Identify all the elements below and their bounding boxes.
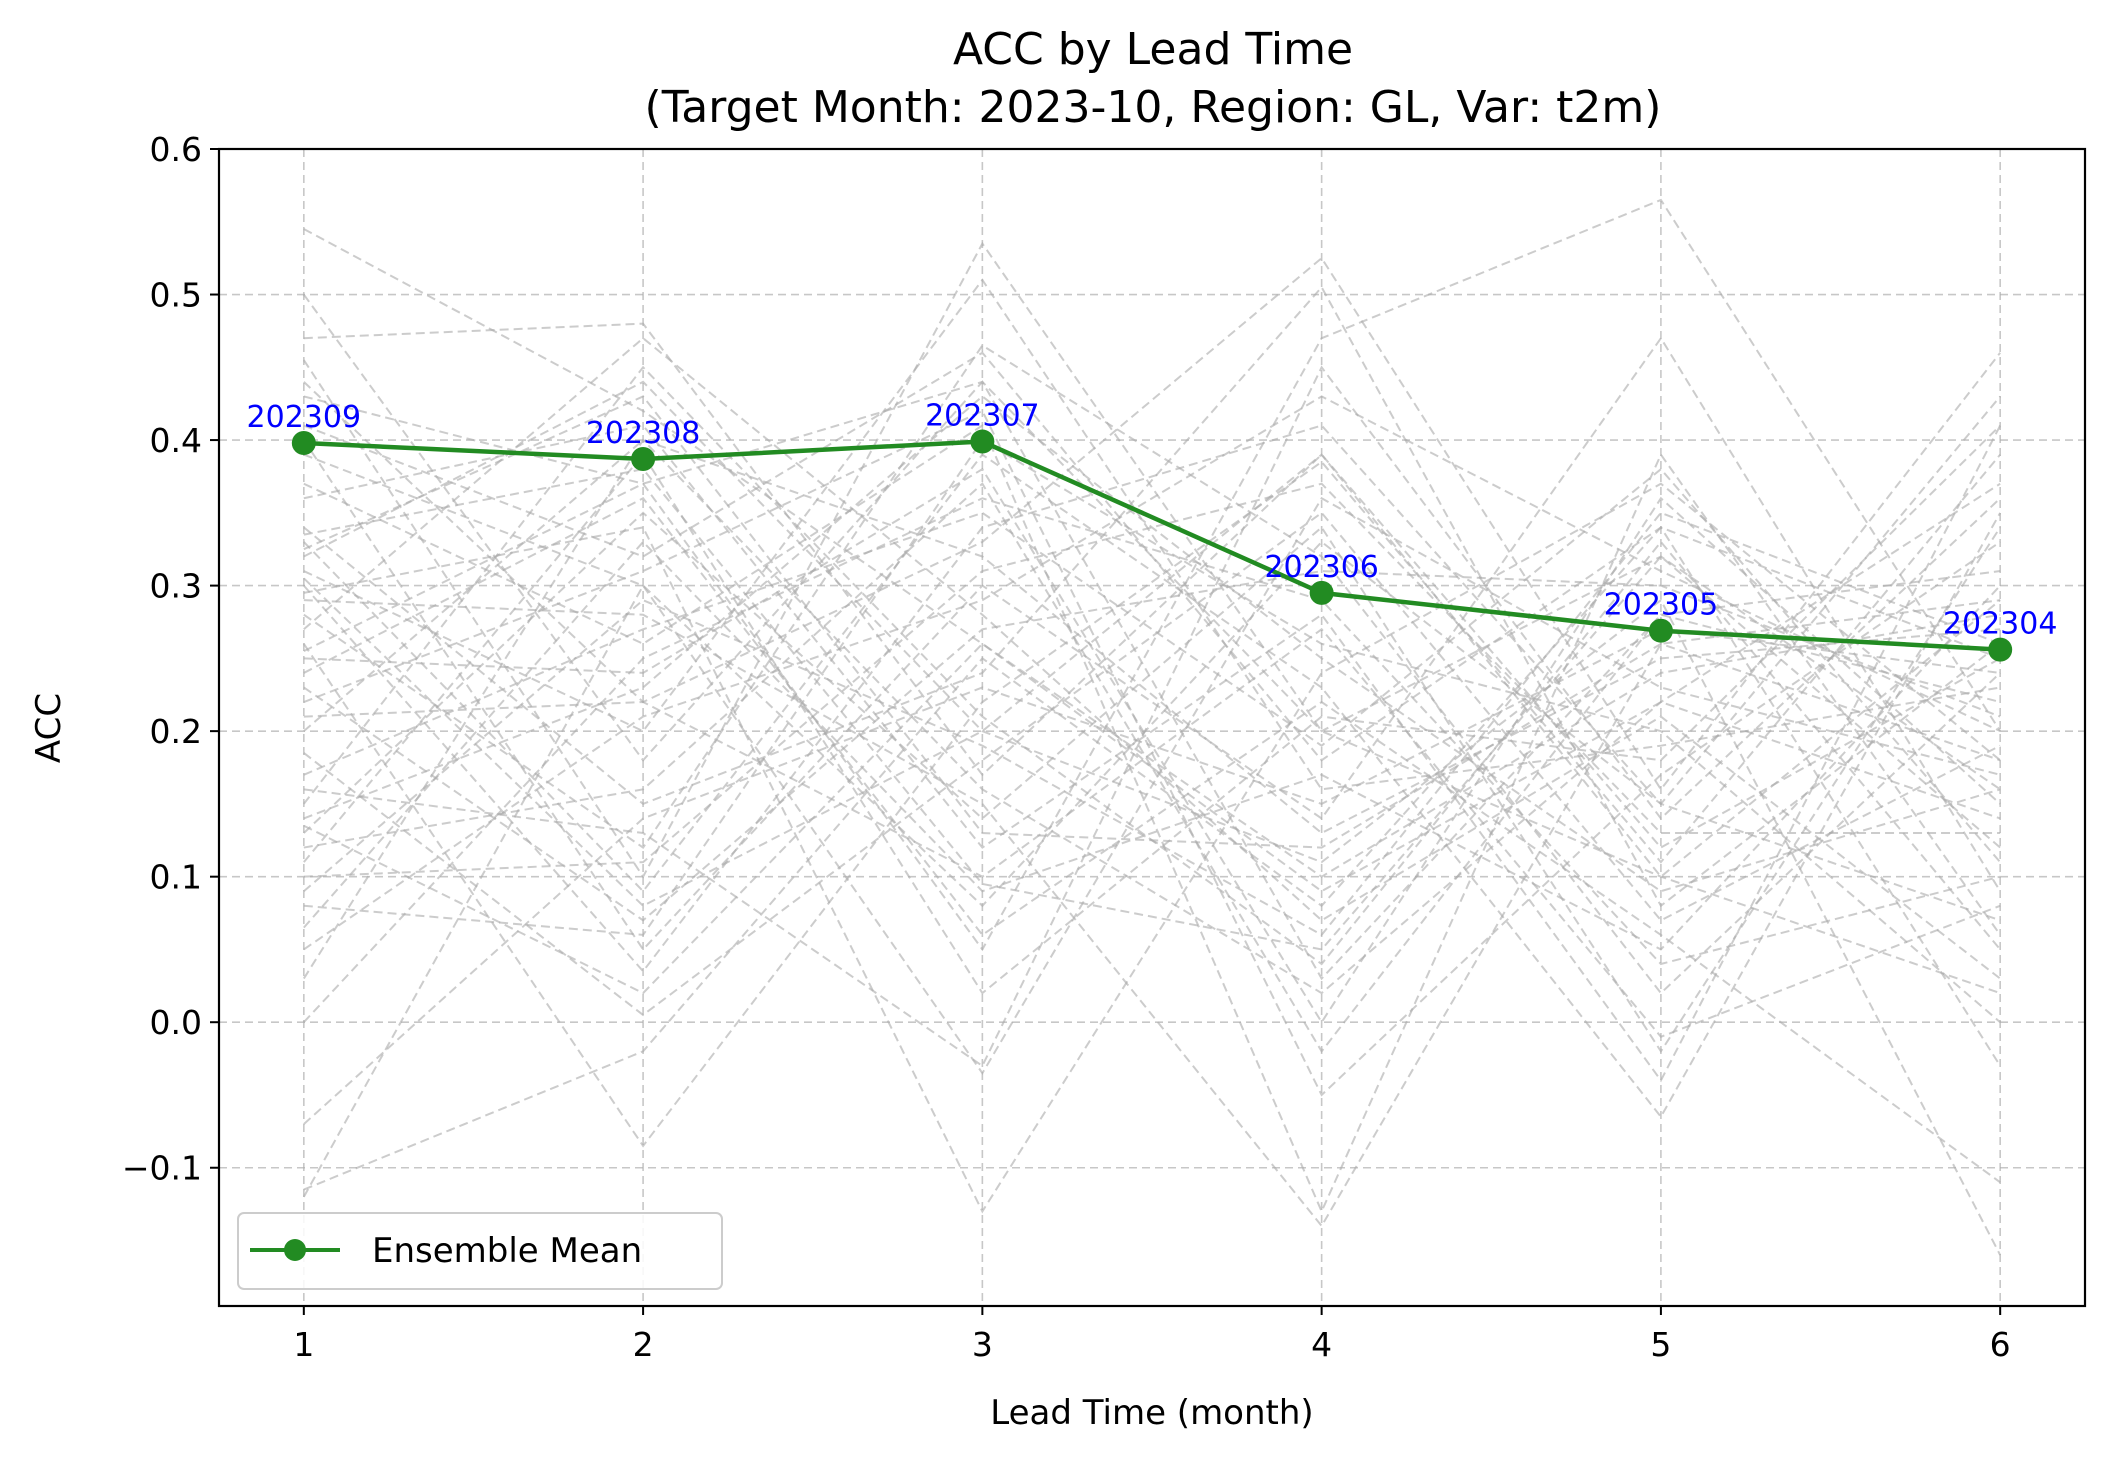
member-line [302,241,2001,995]
point-labels: 202309 202308 202307 202306 202305 202304 [247,399,2058,642]
ensemble-mean-line [303,439,2001,652]
ensemble-mean-point [1988,637,2013,662]
member-line [303,395,2001,951]
member-line [303,526,2001,1191]
member-line [302,438,2001,995]
y-tick-label: 0.5 [150,276,202,315]
x-tick-label: 4 [1311,1325,1332,1364]
member-line [303,424,2002,1083]
legend-box [237,1212,723,1290]
member-line [303,344,2001,995]
legend: Ensemble Mean [237,1212,723,1290]
y-tick-label: 0.3 [150,567,202,606]
x-tick-label: 3 [972,1325,993,1364]
y-axis-label: ACC [29,693,69,763]
member-line [303,613,2001,995]
member-line [303,438,2001,835]
legend-marker-swatch [284,1239,306,1261]
ensemble-mean-series [291,429,2013,662]
ensemble-mean-point [970,429,995,454]
member-line [303,453,2001,907]
member-line [303,627,2001,1038]
member-line [303,336,2001,980]
y-tick-label: 0.2 [150,712,202,751]
member-line [303,482,2001,878]
member-line [303,453,2001,1075]
chart-title: ACC by Lead Time [953,24,1353,75]
x-tick-label: 1 [293,1325,314,1364]
plot-frame [217,147,2087,1308]
member-line [303,380,2002,1256]
member-line [303,540,2001,951]
member-line [303,365,2001,1068]
member-line [303,453,2002,1119]
point-label: 202304 [1943,607,2058,642]
member-line [303,438,2001,1023]
member-line [303,351,2002,1067]
member-line [303,599,2001,1228]
point-label: 202308 [586,416,701,451]
member-line [303,198,2002,952]
member-line [302,453,2001,1148]
member-line [303,628,2001,1125]
member-line [303,497,2001,1184]
ensemble-mean-point [291,430,316,455]
point-label: 202306 [1264,550,1379,585]
member-line [303,468,2001,951]
member-line [303,482,2001,1054]
member-line [303,395,2001,893]
member-line [303,482,2001,1214]
point-label: 202305 [1604,588,1719,623]
x-tick-label: 5 [1650,1325,1671,1364]
x-tick-label: 2 [633,1325,654,1364]
grid-lines [219,148,2085,1306]
member-line [303,467,2001,1025]
member-line [303,322,2001,849]
ensemble-mean-point [1648,618,1673,643]
ensemble-mean-point [631,446,656,471]
legend-label-ensemble-mean: Ensemble Mean [372,1231,642,1271]
point-label: 202309 [247,400,362,435]
member-line [303,380,2001,791]
member-line [303,497,2001,1023]
y-tick-label: 0.0 [150,1003,202,1042]
y-tick-label: 0.4 [150,421,202,460]
member-line [303,256,2001,792]
x-tick-label: 6 [1990,1325,2011,1364]
chart-subtitle: (Target Month: 2023-10, Region: GL, Var:… [645,82,1662,133]
member-line [303,395,2001,849]
member-line [303,570,2001,922]
y-tick-label: −0.1 [122,1149,202,1188]
member-line [303,511,2001,1017]
member-line [302,540,2001,1198]
x-axis-ticks: 1 2 3 4 5 6 [293,1306,2011,1364]
x-axis-label: Lead Time (month) [990,1393,1313,1433]
point-label: 202307 [925,399,1040,434]
ensemble-mean-point [1309,580,1334,605]
member-line [303,285,2001,908]
member-line [303,424,2001,995]
ensemble-member-lines [302,198,2002,1256]
y-tick-label: 0.6 [150,130,202,169]
y-axis-ticks: −0.1 0.0 0.1 0.2 0.3 0.4 0.5 0.6 [122,130,219,1188]
y-tick-label: 0.1 [150,858,202,897]
